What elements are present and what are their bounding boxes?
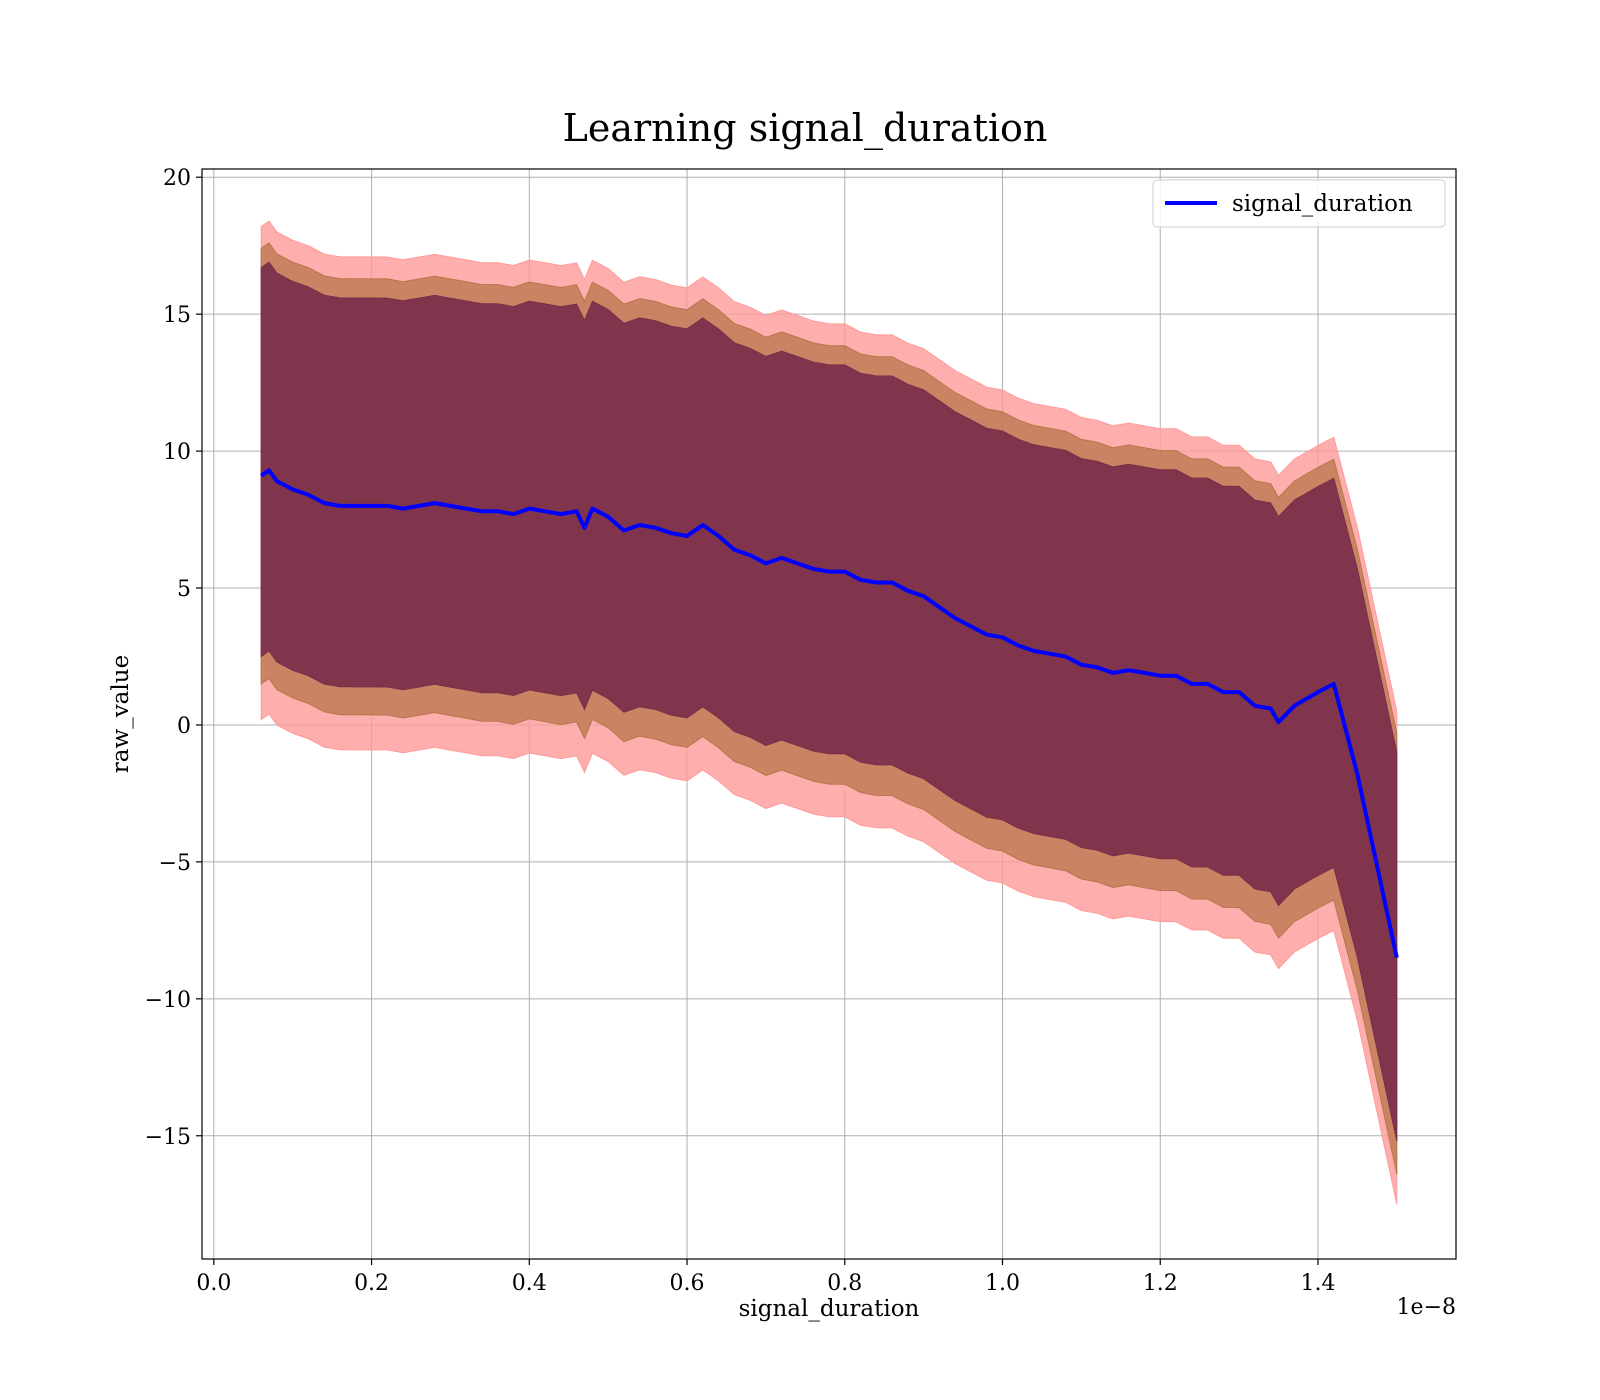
x-tick-label: 0.8 — [827, 1271, 862, 1296]
x-tick-label: 0.0 — [196, 1271, 231, 1296]
confidence-bands — [260, 220, 1398, 1205]
legend-label-signal-duration: signal_duration — [1232, 191, 1413, 217]
y-tick-label: 20 — [163, 166, 191, 191]
x-tick-label: 0.2 — [354, 1271, 389, 1296]
y-tick-label: −10 — [145, 988, 191, 1013]
x-axis-offset-label: 1e−8 — [1397, 1295, 1456, 1320]
plot-frame — [201, 168, 1457, 1260]
axis-ticks: 0.0 0.2 0.4 0.6 0.8 1.0 1.2 1.4 −15 −10 −5 0 5 10 15 20 — [145, 166, 1336, 1296]
y-tick-label: 10 — [163, 440, 191, 465]
y-tick-label: 0 — [177, 714, 191, 739]
x-tick-label: 0.4 — [512, 1271, 547, 1296]
x-tick-label: 1.0 — [985, 1271, 1020, 1296]
x-tick-label: 1.2 — [1143, 1271, 1178, 1296]
series-lines — [260, 468, 1399, 959]
legend: signal_duration — [1152, 179, 1446, 228]
x-tick-label: 1.4 — [1300, 1271, 1335, 1296]
band-inner — [260, 261, 1398, 1142]
chart-title: Learning signal_duration — [563, 106, 1048, 151]
x-tick-label: 0.6 — [670, 1271, 705, 1296]
y-axis-label: raw_value — [108, 655, 134, 773]
x-axis-label: signal_duration — [739, 1296, 920, 1322]
y-tick-label: −5 — [159, 851, 191, 876]
y-tick-label: 15 — [163, 303, 191, 328]
y-tick-label: −15 — [145, 1125, 191, 1150]
legend-box — [1152, 179, 1446, 228]
y-tick-label: 5 — [177, 577, 191, 602]
plot-area — [202, 169, 1456, 1259]
